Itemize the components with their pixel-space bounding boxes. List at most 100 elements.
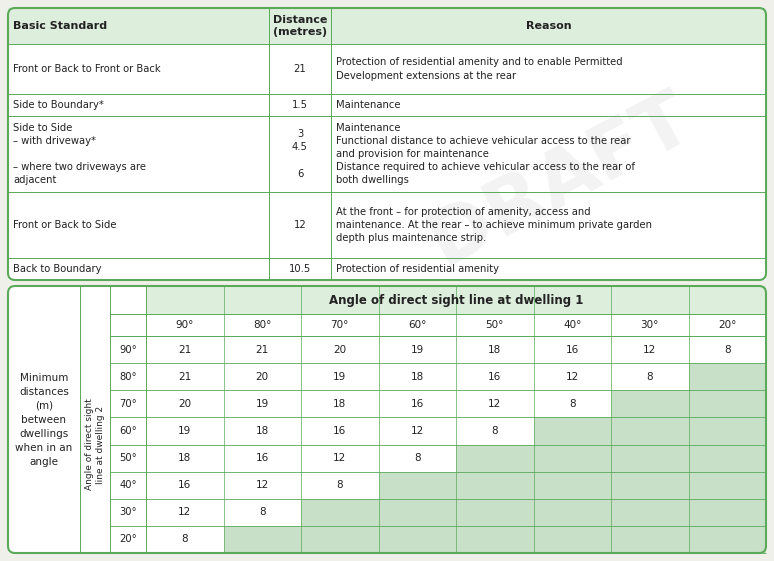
Text: 18: 18 — [411, 372, 424, 381]
Text: 16: 16 — [255, 453, 269, 463]
Text: Minimum
distances
(m)
between
dwellings
when in an
angle: Minimum distances (m) between dwellings … — [15, 373, 73, 467]
Text: 12: 12 — [566, 372, 579, 381]
Text: 16: 16 — [178, 480, 191, 490]
Text: 18: 18 — [255, 426, 269, 436]
Bar — [533, 472, 611, 499]
Text: 1.5: 1.5 — [292, 100, 308, 110]
Text: 21: 21 — [178, 344, 191, 355]
Text: Angle of direct sight
line at dwelling 2: Angle of direct sight line at dwelling 2 — [85, 399, 105, 490]
Text: 12: 12 — [255, 480, 269, 490]
Text: 19: 19 — [333, 372, 347, 381]
Text: 80°: 80° — [119, 372, 137, 381]
Bar — [533, 499, 611, 526]
Text: 90°: 90° — [119, 344, 137, 355]
Text: 40°: 40° — [563, 320, 581, 330]
Text: 21: 21 — [293, 64, 307, 74]
Text: 20: 20 — [178, 399, 191, 409]
Text: Front or Back to Side: Front or Back to Side — [13, 220, 117, 230]
Bar — [8, 286, 766, 553]
Text: 20: 20 — [333, 344, 346, 355]
Text: Basic Standard: Basic Standard — [13, 21, 107, 31]
Bar — [378, 499, 456, 526]
Text: 8: 8 — [181, 535, 188, 544]
Text: 60°: 60° — [119, 426, 137, 436]
Text: 8: 8 — [491, 426, 498, 436]
Text: 8: 8 — [569, 399, 576, 409]
Text: 8: 8 — [414, 453, 420, 463]
Bar — [689, 499, 766, 526]
Bar — [611, 417, 689, 444]
Bar — [689, 390, 766, 417]
Text: Front or Back to Front or Back: Front or Back to Front or Back — [13, 64, 161, 74]
Text: Side to Side
– with driveway*

– where two driveways are
adjacent: Side to Side – with driveway* – where tw… — [13, 123, 146, 185]
Bar — [331, 8, 766, 44]
Text: 16: 16 — [333, 426, 347, 436]
Bar — [533, 444, 611, 472]
Text: 70°: 70° — [330, 320, 349, 330]
Text: 16: 16 — [488, 372, 502, 381]
Text: 19: 19 — [178, 426, 191, 436]
Text: 30°: 30° — [641, 320, 659, 330]
Text: 18: 18 — [488, 344, 502, 355]
Bar — [611, 444, 689, 472]
Text: Reason: Reason — [526, 21, 571, 31]
Text: At the front – for protection of amenity, access and
maintenance. At the rear – : At the front – for protection of amenity… — [336, 207, 652, 243]
Bar — [689, 444, 766, 472]
Text: 12: 12 — [411, 426, 424, 436]
Text: 12: 12 — [488, 399, 502, 409]
Text: 8: 8 — [646, 372, 653, 381]
Text: 18: 18 — [178, 453, 191, 463]
Text: 18: 18 — [333, 399, 347, 409]
Text: 12: 12 — [333, 453, 347, 463]
Text: Protection of residential amenity and to enable Permitted
Development extensions: Protection of residential amenity and to… — [336, 57, 622, 81]
Text: 10.5: 10.5 — [289, 264, 311, 274]
Bar — [269, 8, 331, 44]
Text: 8: 8 — [337, 480, 343, 490]
Text: 16: 16 — [566, 344, 579, 355]
Text: Angle of direct sight line at dwelling 1: Angle of direct sight line at dwelling 1 — [329, 293, 583, 306]
Text: DRAFT: DRAFT — [416, 80, 704, 280]
Bar — [456, 499, 533, 526]
Bar — [301, 526, 378, 553]
Bar — [224, 526, 301, 553]
Text: Protection of residential amenity: Protection of residential amenity — [336, 264, 499, 274]
Text: 19: 19 — [255, 399, 269, 409]
Bar — [689, 526, 766, 553]
Text: 21: 21 — [255, 344, 269, 355]
Text: 8: 8 — [724, 344, 731, 355]
Text: 60°: 60° — [408, 320, 426, 330]
Bar — [301, 499, 378, 526]
Text: Back to Boundary: Back to Boundary — [13, 264, 101, 274]
Bar — [611, 526, 689, 553]
Bar — [611, 390, 689, 417]
Text: 50°: 50° — [485, 320, 504, 330]
Text: 19: 19 — [411, 344, 424, 355]
Bar — [689, 472, 766, 499]
Text: 50°: 50° — [119, 453, 137, 463]
Bar — [611, 499, 689, 526]
Text: 80°: 80° — [253, 320, 272, 330]
Text: Maintenance: Maintenance — [336, 100, 400, 110]
Bar — [378, 526, 456, 553]
Bar — [456, 526, 533, 553]
Text: Distance
(metres): Distance (metres) — [272, 15, 327, 37]
Bar — [8, 8, 766, 280]
Text: 3
4.5

6: 3 4.5 6 — [292, 129, 308, 179]
Text: 20°: 20° — [718, 320, 736, 330]
Text: 16: 16 — [411, 399, 424, 409]
Bar — [611, 472, 689, 499]
Text: 30°: 30° — [119, 507, 137, 517]
Text: 20°: 20° — [119, 535, 137, 544]
Bar — [146, 286, 766, 314]
Bar — [456, 444, 533, 472]
Text: 40°: 40° — [119, 480, 137, 490]
Text: 12: 12 — [178, 507, 191, 517]
Text: Maintenance
Functional distance to achieve vehicular access to the rear
and prov: Maintenance Functional distance to achie… — [336, 123, 635, 185]
Bar — [689, 417, 766, 444]
Text: 12: 12 — [643, 344, 656, 355]
Bar — [533, 417, 611, 444]
Text: 90°: 90° — [176, 320, 194, 330]
Bar — [378, 472, 456, 499]
Text: Side to Boundary*: Side to Boundary* — [13, 100, 104, 110]
Bar — [533, 526, 611, 553]
